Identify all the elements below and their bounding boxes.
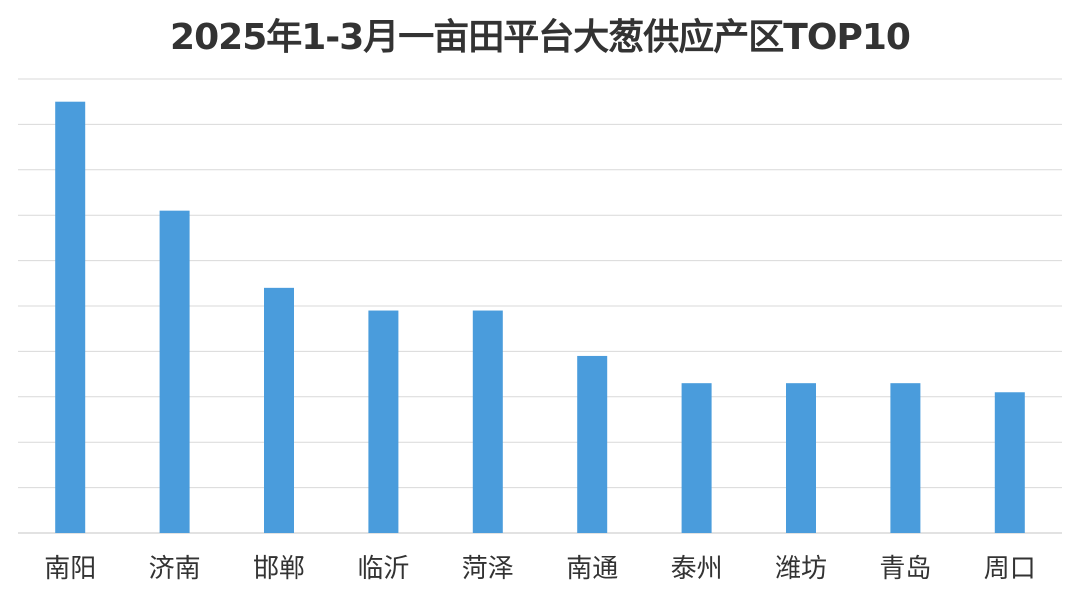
gridlines [18, 78, 1062, 534]
x-tick-label: 南通 [566, 554, 618, 584]
x-tick-label: 泰州 [671, 554, 723, 584]
bar-3 [264, 287, 294, 533]
bars [55, 101, 1025, 533]
bar-5 [472, 310, 503, 533]
x-tick-label: 潍坊 [775, 554, 827, 584]
x-axis-tick-labels: 南阳 济南 邯郸 临沂 菏泽 南通 泰州 潍坊 青岛 周口 [44, 554, 1036, 584]
bar-8 [786, 383, 816, 533]
bar-6 [577, 355, 608, 533]
x-tick-label: 菏泽 [462, 554, 514, 584]
x-tick-label: 济南 [149, 554, 201, 584]
x-tick-label: 青岛 [879, 554, 931, 584]
x-tick-label: 邯郸 [253, 554, 305, 584]
bar-9 [890, 383, 921, 533]
x-tick-label: 南阳 [44, 554, 96, 584]
bar-4 [368, 310, 399, 533]
bar-10 [994, 392, 1025, 533]
bar-7 [681, 383, 712, 533]
bar-2 [159, 210, 190, 533]
x-tick-label: 周口 [984, 554, 1036, 584]
chart-title: 2025年1-3月一亩田平台大葱供应产区TOP10 [170, 17, 911, 58]
bar-1 [55, 101, 86, 533]
x-tick-label: 临沂 [357, 554, 409, 584]
